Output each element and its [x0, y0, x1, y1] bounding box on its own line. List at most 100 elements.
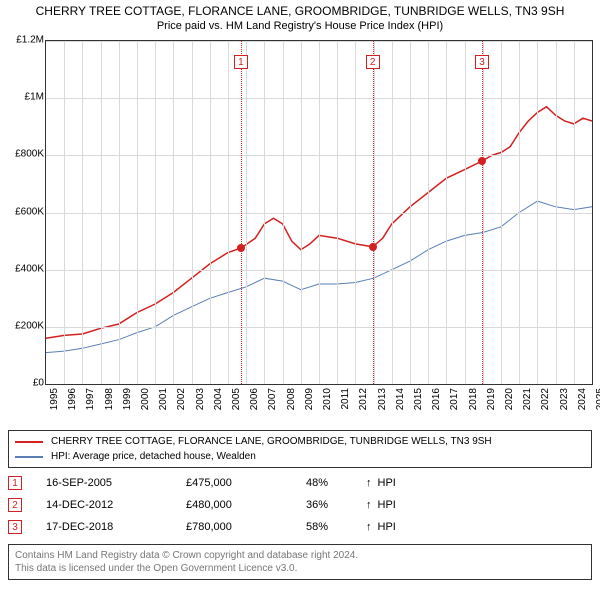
gridline-v	[501, 41, 502, 384]
y-axis-label: £600K	[15, 206, 44, 217]
event-marker	[478, 157, 486, 165]
gridline-v	[228, 41, 229, 384]
gridline-v	[574, 41, 575, 384]
x-axis-label: 2005	[231, 388, 242, 410]
event-row-num: 1	[8, 476, 22, 490]
event-marker	[369, 243, 377, 251]
gridline-v	[337, 41, 338, 384]
x-axis-label: 2003	[195, 388, 206, 410]
event-row-pct: 58%	[306, 521, 366, 533]
x-axis-label: 2018	[468, 388, 479, 410]
legend-swatch	[15, 456, 43, 458]
event-row-tag: HPI	[378, 477, 396, 489]
x-axis-label: 1996	[67, 388, 78, 410]
gridline-v	[537, 41, 538, 384]
gridline-v	[355, 41, 356, 384]
legend: CHERRY TREE COTTAGE, FLORANCE LANE, GROO…	[8, 430, 592, 468]
event-number-box: 2	[366, 55, 380, 69]
x-axis-label: 2024	[577, 388, 588, 410]
gridline-v	[246, 41, 247, 384]
event-marker	[237, 244, 245, 252]
x-axis-label: 2006	[249, 388, 260, 410]
x-axis-label: 1997	[85, 388, 96, 410]
x-axis-label: 2025	[595, 388, 600, 410]
footer: Contains HM Land Registry data © Crown c…	[8, 544, 592, 580]
event-row-tag: HPI	[378, 521, 396, 533]
y-axis-label: £0	[33, 378, 44, 389]
event-row-date: 17-DEC-2018	[46, 521, 186, 533]
event-row-price: £480,000	[186, 499, 306, 511]
y-axis-label: £1.2M	[16, 35, 44, 46]
x-axis-label: 2023	[559, 388, 570, 410]
footer-line: This data is licensed under the Open Gov…	[15, 562, 585, 575]
y-axis-label: £200K	[15, 320, 44, 331]
x-axis-label: 2020	[504, 388, 515, 410]
event-row-date: 14-DEC-2012	[46, 499, 186, 511]
event-row-num: 3	[8, 520, 22, 534]
event-line	[241, 41, 242, 384]
chart-subtitle: Price paid vs. HM Land Registry's House …	[0, 20, 600, 36]
legend-label: CHERRY TREE COTTAGE, FLORANCE LANE, GROO…	[51, 436, 492, 447]
x-axis-label: 2011	[340, 388, 351, 410]
gridline-v	[374, 41, 375, 384]
gridline-v	[64, 41, 65, 384]
x-axis-label: 2004	[213, 388, 224, 410]
gridline-v	[137, 41, 138, 384]
gridline-v	[173, 41, 174, 384]
x-axis-label: 2016	[431, 388, 442, 410]
chart-container: CHERRY TREE COTTAGE, FLORANCE LANE, GROO…	[0, 0, 600, 590]
x-axis-label: 2014	[395, 388, 406, 410]
event-row-price: £780,000	[186, 521, 306, 533]
event-line	[373, 41, 374, 384]
x-axis-label: 2001	[158, 388, 169, 410]
x-axis-label: 2019	[486, 388, 497, 410]
x-axis-label: 2013	[377, 388, 388, 410]
y-axis-label: £800K	[15, 149, 44, 160]
legend-label: HPI: Average price, detached house, Weal…	[51, 451, 256, 462]
arrow-up-icon: ↑	[366, 521, 372, 533]
gridline-v	[392, 41, 393, 384]
x-axis-label: 2008	[286, 388, 297, 410]
gridline-v	[410, 41, 411, 384]
gridline-v	[283, 41, 284, 384]
event-line	[482, 41, 483, 384]
arrow-up-icon: ↑	[366, 477, 372, 489]
gridline-v	[210, 41, 211, 384]
x-axis-label: 2017	[449, 388, 460, 410]
gridline-v	[155, 41, 156, 384]
x-axis-label: 2022	[540, 388, 551, 410]
legend-item: HPI: Average price, detached house, Weal…	[15, 449, 585, 464]
x-axis-label: 1999	[122, 388, 133, 410]
legend-swatch	[15, 441, 43, 443]
event-row-num: 2	[8, 498, 22, 512]
footer-line: Contains HM Land Registry data © Crown c…	[15, 549, 585, 562]
legend-item: CHERRY TREE COTTAGE, FLORANCE LANE, GROO…	[15, 434, 585, 449]
gridline-v	[301, 41, 302, 384]
x-axis-label: 2007	[267, 388, 278, 410]
event-row-pct: 36%	[306, 499, 366, 511]
gridline-v	[192, 41, 193, 384]
event-row: 3 17-DEC-2018£780,00058%↑ HPI	[8, 516, 592, 538]
event-number-box: 1	[234, 55, 248, 69]
gridline-v	[319, 41, 320, 384]
event-row-price: £475,000	[186, 477, 306, 489]
gridline-v	[101, 41, 102, 384]
arrow-up-icon: ↑	[366, 499, 372, 511]
event-number-box: 3	[475, 55, 489, 69]
x-axis-label: 2015	[413, 388, 424, 410]
event-row: 1 16-SEP-2005£475,00048%↑ HPI	[8, 472, 592, 494]
chart-title: CHERRY TREE COTTAGE, FLORANCE LANE, GROO…	[0, 0, 600, 20]
x-axis-label: 2010	[322, 388, 333, 410]
event-row-tag: HPI	[378, 499, 396, 511]
event-row-pct: 48%	[306, 477, 366, 489]
x-axis-label: 1995	[49, 388, 60, 410]
gridline-v	[556, 41, 557, 384]
gridline-v	[446, 41, 447, 384]
x-axis-label: 2002	[176, 388, 187, 410]
x-axis-label: 2012	[358, 388, 369, 410]
x-axis-label: 2021	[522, 388, 533, 410]
gridline-v	[264, 41, 265, 384]
plot-area: 1 2 3	[45, 40, 593, 385]
event-row-date: 16-SEP-2005	[46, 477, 186, 489]
x-axis-label: 2000	[140, 388, 151, 410]
